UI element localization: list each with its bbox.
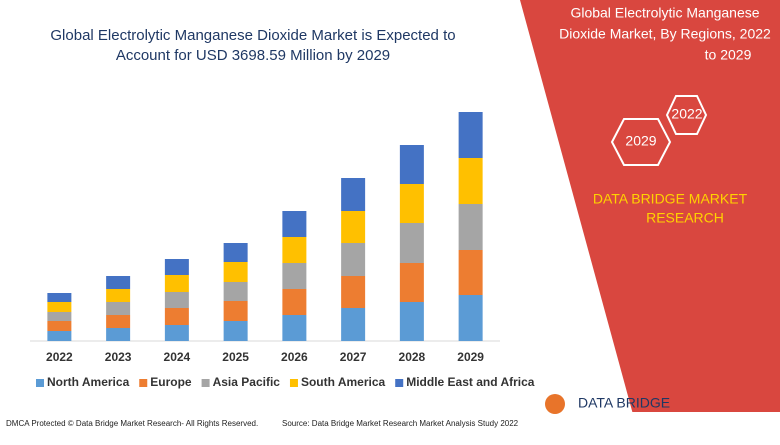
bar-segment xyxy=(106,302,131,315)
x-tick-label: 2028 xyxy=(399,350,426,364)
legend-label: Europe xyxy=(150,375,192,389)
bar-segment xyxy=(458,204,483,250)
bar-segment xyxy=(164,292,189,308)
bar-segment xyxy=(341,211,366,243)
x-tick-label: 2025 xyxy=(222,350,249,364)
footer-band xyxy=(0,412,780,440)
bar-segment xyxy=(341,178,366,211)
bar-segment xyxy=(106,276,131,289)
hexagon xyxy=(610,118,672,166)
bar-segment xyxy=(47,331,72,341)
bar-segment xyxy=(341,308,366,341)
legend-swatch xyxy=(201,379,210,387)
bar-segment xyxy=(223,321,248,341)
bar-segment xyxy=(106,328,131,341)
bar-segment xyxy=(164,308,189,325)
bar-segment xyxy=(282,315,307,341)
side-panel xyxy=(520,0,780,440)
bar-segment xyxy=(106,289,131,302)
bar-segment xyxy=(164,325,189,341)
bar-segment xyxy=(458,158,483,204)
bar-segment xyxy=(458,112,483,158)
bar-segment xyxy=(223,301,248,321)
panel-title: Dioxide Market, By Regions, 2022 xyxy=(559,26,771,42)
bar-segment xyxy=(282,237,307,263)
bar-segment xyxy=(458,295,483,341)
bar-segment xyxy=(399,145,424,184)
bar-segment xyxy=(458,250,483,295)
bar-segment xyxy=(282,289,307,315)
hexagon-label: 2022 xyxy=(671,106,702,122)
bar-segment xyxy=(47,293,72,302)
legend-label: South America xyxy=(301,375,386,389)
footer-text: DMCA Protected © Data Bridge Market Rese… xyxy=(6,419,258,428)
bar-segment xyxy=(164,259,189,275)
x-tick-label: 2029 xyxy=(457,350,484,364)
legend-swatch xyxy=(36,379,44,387)
x-tick-label: 2027 xyxy=(340,350,367,364)
x-tick-label: 2023 xyxy=(105,350,132,364)
bar-segment xyxy=(47,302,72,312)
bar-segment xyxy=(282,211,307,237)
x-tick-label: 2024 xyxy=(164,350,191,364)
chart-title: Account for USD 3698.59 Million by 2029 xyxy=(116,47,390,64)
bar-segment xyxy=(341,243,366,276)
legend-label: Asia Pacific xyxy=(213,375,281,389)
legend-label: North America xyxy=(47,375,130,389)
bar-segment xyxy=(47,321,72,331)
hexagon xyxy=(665,95,708,135)
chart-title: Global Electrolytic Manganese Dioxide Ma… xyxy=(50,27,455,44)
bar-segment xyxy=(399,184,424,223)
legend-swatch xyxy=(139,379,148,387)
panel-title: Global Electrolytic Manganese xyxy=(570,5,759,21)
x-tick-label: 2022 xyxy=(46,350,73,364)
bar-segment xyxy=(399,223,424,263)
x-tick-label: 2026 xyxy=(281,350,308,364)
bar-segment xyxy=(223,243,248,262)
bar-segment xyxy=(223,282,248,301)
bar-segment xyxy=(282,263,307,289)
logo-icon xyxy=(545,394,565,414)
brand-text: DATA BRIDGE MARKET xyxy=(593,191,748,207)
brand-text: RESEARCH xyxy=(646,210,724,226)
legend-swatch xyxy=(289,379,298,387)
logo-text: DATA BRIDGE xyxy=(578,395,670,411)
legend-label: Middle East and Africa xyxy=(406,375,535,389)
bar-segment xyxy=(399,302,424,341)
bar-segment xyxy=(399,263,424,302)
bar-segment xyxy=(47,312,72,321)
panel-title: to 2029 xyxy=(705,47,752,63)
bar-segment xyxy=(164,275,189,292)
hexagon-label: 2029 xyxy=(625,133,656,149)
bar-segment xyxy=(223,262,248,282)
bar-segment xyxy=(341,276,366,308)
footer-text: Source: Data Bridge Market Research Mark… xyxy=(282,419,519,428)
bar-segment xyxy=(106,315,131,328)
legend-swatch xyxy=(395,379,404,387)
